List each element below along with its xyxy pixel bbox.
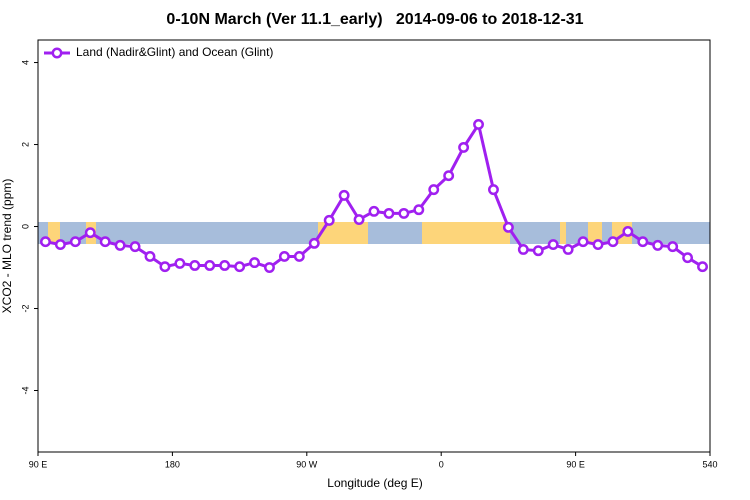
data-point: [69, 236, 81, 248]
y-tick-label: -4: [20, 386, 30, 394]
x-axis-label: Longitude (deg E): [327, 476, 422, 490]
legend-marker: [51, 47, 63, 59]
x-tick-label: 90 E: [29, 459, 48, 469]
series-line: [45, 120, 704, 270]
data-point: [652, 239, 664, 251]
plot-frame: [37, 39, 711, 453]
x-tick-label: 180: [165, 459, 180, 469]
data-point: [114, 239, 126, 251]
data-point: [443, 170, 455, 182]
map-land: [560, 222, 566, 244]
data-point: [607, 236, 619, 248]
data-point: [458, 141, 470, 153]
data-point: [159, 261, 171, 273]
x-tick-label: 0: [439, 459, 444, 469]
data-point: [189, 260, 201, 271]
data-point: [293, 251, 305, 262]
data-point: [144, 251, 156, 262]
data-point: [547, 239, 559, 251]
data-point: [428, 184, 440, 196]
data-point: [40, 236, 51, 248]
x-tick-label: 540: [702, 459, 717, 469]
map-land: [422, 222, 510, 244]
map-land: [318, 222, 368, 244]
data-point: [697, 261, 708, 273]
data-point: [174, 257, 186, 269]
data-point: [249, 257, 260, 269]
y-tick-label: -2: [20, 305, 30, 313]
data-point: [413, 204, 425, 216]
data-point: [517, 244, 529, 255]
chart-title: 0-10N March (Ver 11.1_early) 2014-09-06 …: [166, 11, 583, 28]
data-point: [592, 239, 604, 251]
data-point: [622, 225, 634, 237]
map-land: [48, 222, 60, 244]
y-axis-label: XCO2 - MLO trend (ppm): [0, 179, 14, 314]
data-point: [368, 205, 380, 217]
data-point: [383, 207, 395, 219]
x-tick-label: 90 E: [566, 459, 585, 469]
y-tick-label: 4: [20, 60, 30, 65]
data-point: [278, 251, 290, 262]
data-point: [129, 241, 141, 253]
data-point: [488, 184, 499, 196]
data-point: [99, 236, 111, 248]
data-point: [577, 236, 589, 248]
data-point: [308, 237, 320, 249]
map-land: [588, 222, 602, 244]
data-point: [473, 118, 484, 130]
x-tick-label: 90 W: [296, 459, 318, 469]
y-tick-label: 0: [20, 224, 30, 229]
data-point: [204, 260, 216, 271]
data-point: [502, 221, 514, 233]
data-point: [667, 241, 679, 253]
data-point: [532, 245, 544, 257]
data-point: [264, 262, 275, 273]
data-point: [562, 244, 574, 255]
data-point: [84, 227, 96, 239]
data-point: [234, 261, 246, 273]
data-point: [219, 260, 231, 271]
data-point: [338, 189, 350, 201]
data-point: [637, 236, 649, 248]
legend-label: Land (Nadir&Glint) and Ocean (Glint): [76, 45, 273, 59]
data-point: [353, 214, 365, 226]
data-point: [398, 207, 410, 219]
data-point: [323, 214, 335, 226]
data-point: [682, 252, 694, 264]
data-point: [54, 239, 66, 251]
map-band: [38, 222, 710, 244]
y-tick-label: 2: [20, 142, 30, 147]
